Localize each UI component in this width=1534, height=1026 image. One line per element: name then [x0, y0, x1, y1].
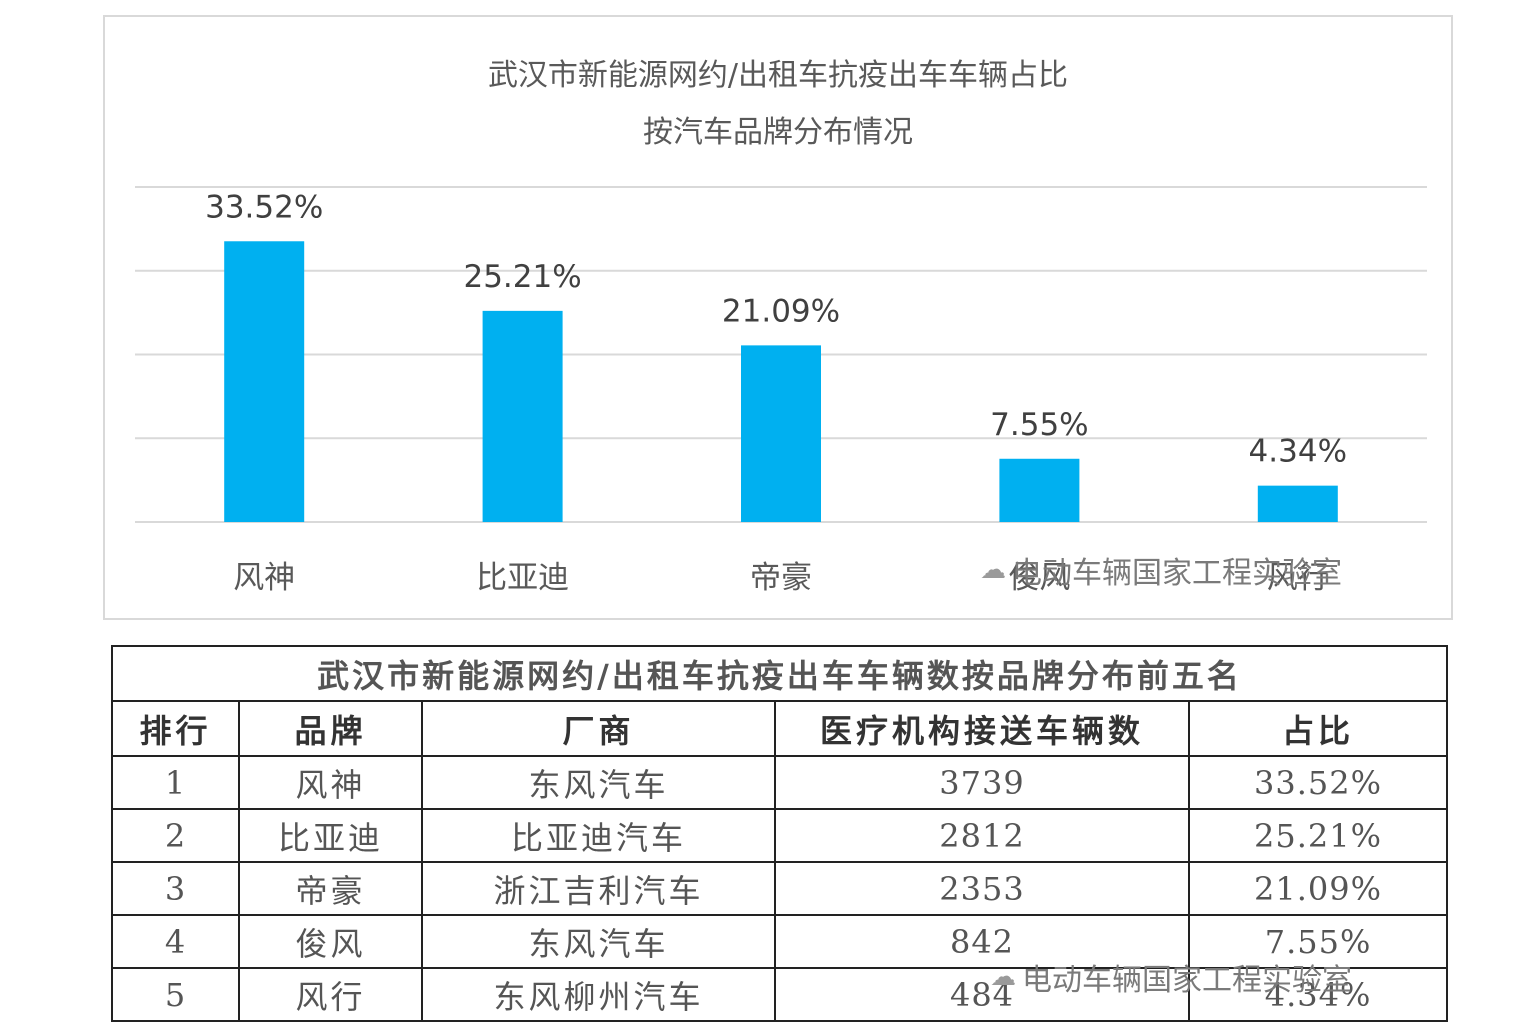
cell-share: 33.52%	[1187, 755, 1449, 810]
cell-vehicle-count: 484	[774, 967, 1190, 1022]
cell-manufacturer: 东风柳州汽车	[421, 967, 776, 1022]
header-manufacturer: 厂商	[421, 700, 776, 757]
brand-table-wrap: 武汉市新能源网约/出租车抗疫出车车辆数按品牌分布前五名 排行 品牌 厂商 医疗机…	[110, 645, 1449, 1022]
cell-vehicle-count: 2812	[774, 808, 1190, 863]
bar	[482, 310, 563, 522]
chart-title: 武汉市新能源网约/出租车抗疫出车车辆占比	[487, 58, 1069, 93]
cell-vehicle-count: 3739	[774, 755, 1190, 810]
bar	[1257, 485, 1338, 522]
cell-manufacturer: 东风汽车	[421, 755, 776, 810]
bar	[741, 345, 821, 522]
data-labels: 33.52% 25.21% 21.09% 7.55% 4.34%	[205, 189, 1347, 469]
cell-rank: 1	[111, 755, 240, 810]
cell-brand: 风神	[238, 755, 423, 810]
cell-rank: 4	[111, 914, 240, 969]
table-row: 4 俊风 东风汽车 842 7.55%	[111, 914, 1449, 969]
header-vehicle-count: 医疗机构接送车辆数	[774, 700, 1190, 757]
header-share: 占比	[1187, 700, 1449, 757]
cell-manufacturer: 浙江吉利汽车	[421, 861, 776, 916]
data-label: 7.55%	[990, 407, 1088, 443]
watermark-text: 电动车辆国家工程实验室	[1012, 556, 1342, 591]
watermark-chart: ☁ 电动车辆国家工程实验室	[980, 548, 1342, 592]
table-row: 2 比亚迪 比亚迪汽车 2812 25.21%	[111, 808, 1449, 863]
table-row: 3 帝豪 浙江吉利汽车 2353 21.09%	[111, 861, 1449, 916]
cell-brand: 俊风	[238, 914, 423, 969]
cell-manufacturer: 东风汽车	[421, 914, 776, 969]
chart-panel: 武汉市新能源网约/出租车抗疫出车车辆占比 按汽车品牌分布情况 33.52% 25.…	[103, 15, 1453, 620]
wechat-icon: ☁	[990, 962, 1016, 992]
bars	[224, 241, 1338, 522]
cell-brand: 风行	[238, 967, 423, 1022]
cell-brand: 比亚迪	[238, 808, 423, 863]
category-labels: 风神 比亚迪 帝豪 俊风 风行	[233, 560, 1329, 596]
cell-share: 21.09%	[1187, 861, 1449, 916]
table-header-row: 排行 品牌 厂商 医疗机构接送车辆数 占比	[111, 700, 1449, 757]
table-row: 1 风神 东风汽车 3739 33.52%	[111, 755, 1449, 810]
category-label: 俊风	[1008, 560, 1070, 596]
cell-rank: 3	[111, 861, 240, 916]
header-brand: 品牌	[238, 700, 423, 757]
bar	[999, 458, 1080, 522]
brand-table: 武汉市新能源网约/出租车抗疫出车车辆数按品牌分布前五名 排行 品牌 厂商 医疗机…	[110, 645, 1449, 1022]
category-label: 帝豪	[750, 560, 812, 596]
table-row: 5 风行 东风柳州汽车 484 4.34%	[111, 967, 1449, 1022]
data-label: 33.52%	[205, 189, 323, 225]
cell-vehicle-count: 842	[774, 914, 1190, 969]
category-label: 风神	[233, 560, 295, 596]
cell-share: 4.34%	[1187, 967, 1449, 1022]
cell-vehicle-count: 2353	[774, 861, 1190, 916]
cell-rank: 2	[111, 808, 240, 863]
cell-share: 7.55%	[1187, 914, 1449, 969]
watermark-table: ☁ 电动车辆国家工程实验室	[990, 955, 1352, 999]
cell-brand: 帝豪	[238, 861, 423, 916]
data-label: 21.09%	[722, 293, 840, 329]
data-label: 25.21%	[463, 259, 581, 295]
watermark-text: 电动车辆国家工程实验室	[1022, 963, 1352, 998]
bar-chart: 33.52% 25.21% 21.09% 7.55% 4.34% 风神 比亚迪 帝豪 俊风 风行	[135, 186, 1427, 596]
data-label: 4.34%	[1249, 434, 1347, 470]
table-title: 武汉市新能源网约/出租车抗疫出车车辆数按品牌分布前五名	[110, 645, 1449, 702]
cell-rank: 5	[111, 967, 240, 1022]
chart-subtitle: 按汽车品牌分布情况	[643, 115, 913, 150]
category-label: 风行	[1267, 560, 1329, 596]
bar	[224, 241, 305, 522]
header-rank: 排行	[111, 700, 240, 757]
wechat-icon: ☁	[980, 555, 1006, 585]
cell-share: 25.21%	[1187, 808, 1449, 863]
category-label: 比亚迪	[476, 560, 569, 596]
cell-manufacturer: 比亚迪汽车	[421, 808, 776, 863]
